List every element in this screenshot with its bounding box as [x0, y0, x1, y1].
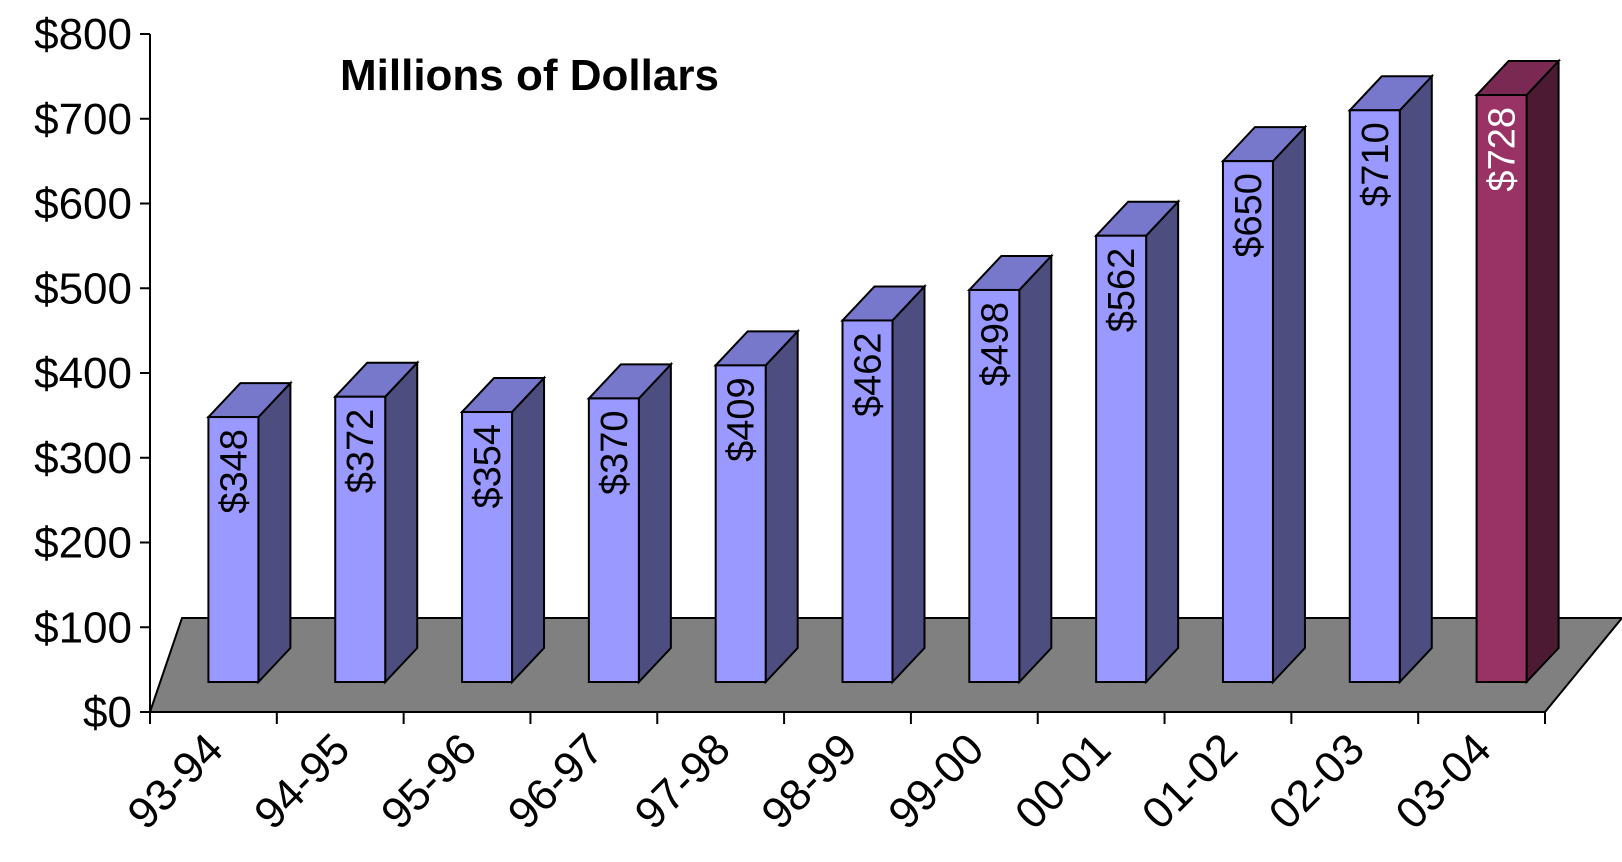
y-tick-label: $300: [34, 434, 132, 483]
y-tick-label: $600: [34, 180, 132, 229]
bar: [967, 253, 1054, 685]
bar-side: [384, 360, 419, 685]
y-tick-label: $800: [34, 10, 132, 59]
bar-front: [1095, 234, 1148, 684]
bar: [1474, 58, 1561, 685]
y-tick-label: $400: [34, 349, 132, 398]
bar-side: [1525, 58, 1560, 685]
bar-data-label: $409: [721, 377, 763, 462]
bar-front: [207, 416, 260, 683]
bar-side: [511, 375, 546, 685]
bar-data-label: $354: [467, 424, 509, 509]
bar-side: [257, 380, 292, 685]
bar: [840, 283, 927, 685]
bar: [1093, 199, 1181, 685]
bar-front: [1221, 160, 1274, 683]
bar-front: [334, 395, 387, 683]
x-category-label: 99-00: [879, 724, 993, 838]
x-category-label: 93-94: [118, 724, 232, 838]
y-tick-label: $700: [34, 95, 132, 144]
bar: [713, 328, 800, 685]
bar: [332, 360, 420, 685]
axis-layer: $0 $100 $200 $300 $400 $500 $600 $700 $800: [34, 10, 1546, 737]
bar-front: [587, 397, 640, 683]
x-category-label: 94-95: [245, 724, 359, 838]
x-category-label: 96-97: [499, 724, 613, 838]
bar: [1347, 73, 1435, 685]
bar-front: [968, 288, 1021, 683]
bar-side: [1271, 124, 1306, 685]
bar-side: [891, 283, 926, 685]
bar-front: [461, 410, 514, 683]
bar: [586, 361, 674, 685]
x-category-label: 03-04: [1386, 724, 1500, 838]
bar-data-label: $462: [848, 332, 890, 417]
x-category-label: 01-02: [1133, 724, 1247, 838]
y-tick-label: $200: [34, 519, 132, 568]
bar-side: [1018, 253, 1053, 685]
bar-data-label: $710: [1355, 122, 1397, 207]
x-category-label: 97-98: [626, 724, 740, 838]
y-tick-label: $0: [83, 688, 132, 737]
x-category-label: 00-01: [1006, 724, 1120, 838]
y-tick-label: $500: [34, 264, 132, 313]
labels-layer: $348 93-94 $372 94-95 $354 95-96 $370 96-97 $409…: [118, 107, 1523, 839]
bar-data-label: $728: [1482, 107, 1524, 192]
bar-data-label: $498: [974, 302, 1016, 387]
bar-side: [764, 328, 799, 685]
y-tick-label: $100: [34, 603, 132, 652]
x-category-label: 98-99: [752, 724, 866, 838]
bar-data-label: $650: [1228, 173, 1270, 258]
x-category-label: 95-96: [372, 724, 486, 838]
bar: [1220, 124, 1308, 685]
bars-layer: [206, 58, 1561, 685]
bar: [459, 375, 547, 685]
bar-side: [1145, 199, 1180, 685]
bar-data-label: $348: [213, 429, 255, 514]
bar-data-label: $372: [340, 409, 382, 494]
bar-side: [1398, 73, 1433, 685]
bar-data-label: $370: [594, 410, 636, 495]
bar-data-label: $562: [1101, 248, 1143, 333]
x-category-label: 02-03: [1260, 724, 1374, 838]
bar-side: [637, 361, 672, 685]
chart-title: Millions of Dollars: [340, 51, 719, 100]
bar-front: [841, 319, 894, 683]
bar: [206, 380, 293, 685]
bar-front: [1475, 94, 1528, 683]
bar-front: [1348, 109, 1401, 683]
bar-front: [714, 364, 767, 683]
